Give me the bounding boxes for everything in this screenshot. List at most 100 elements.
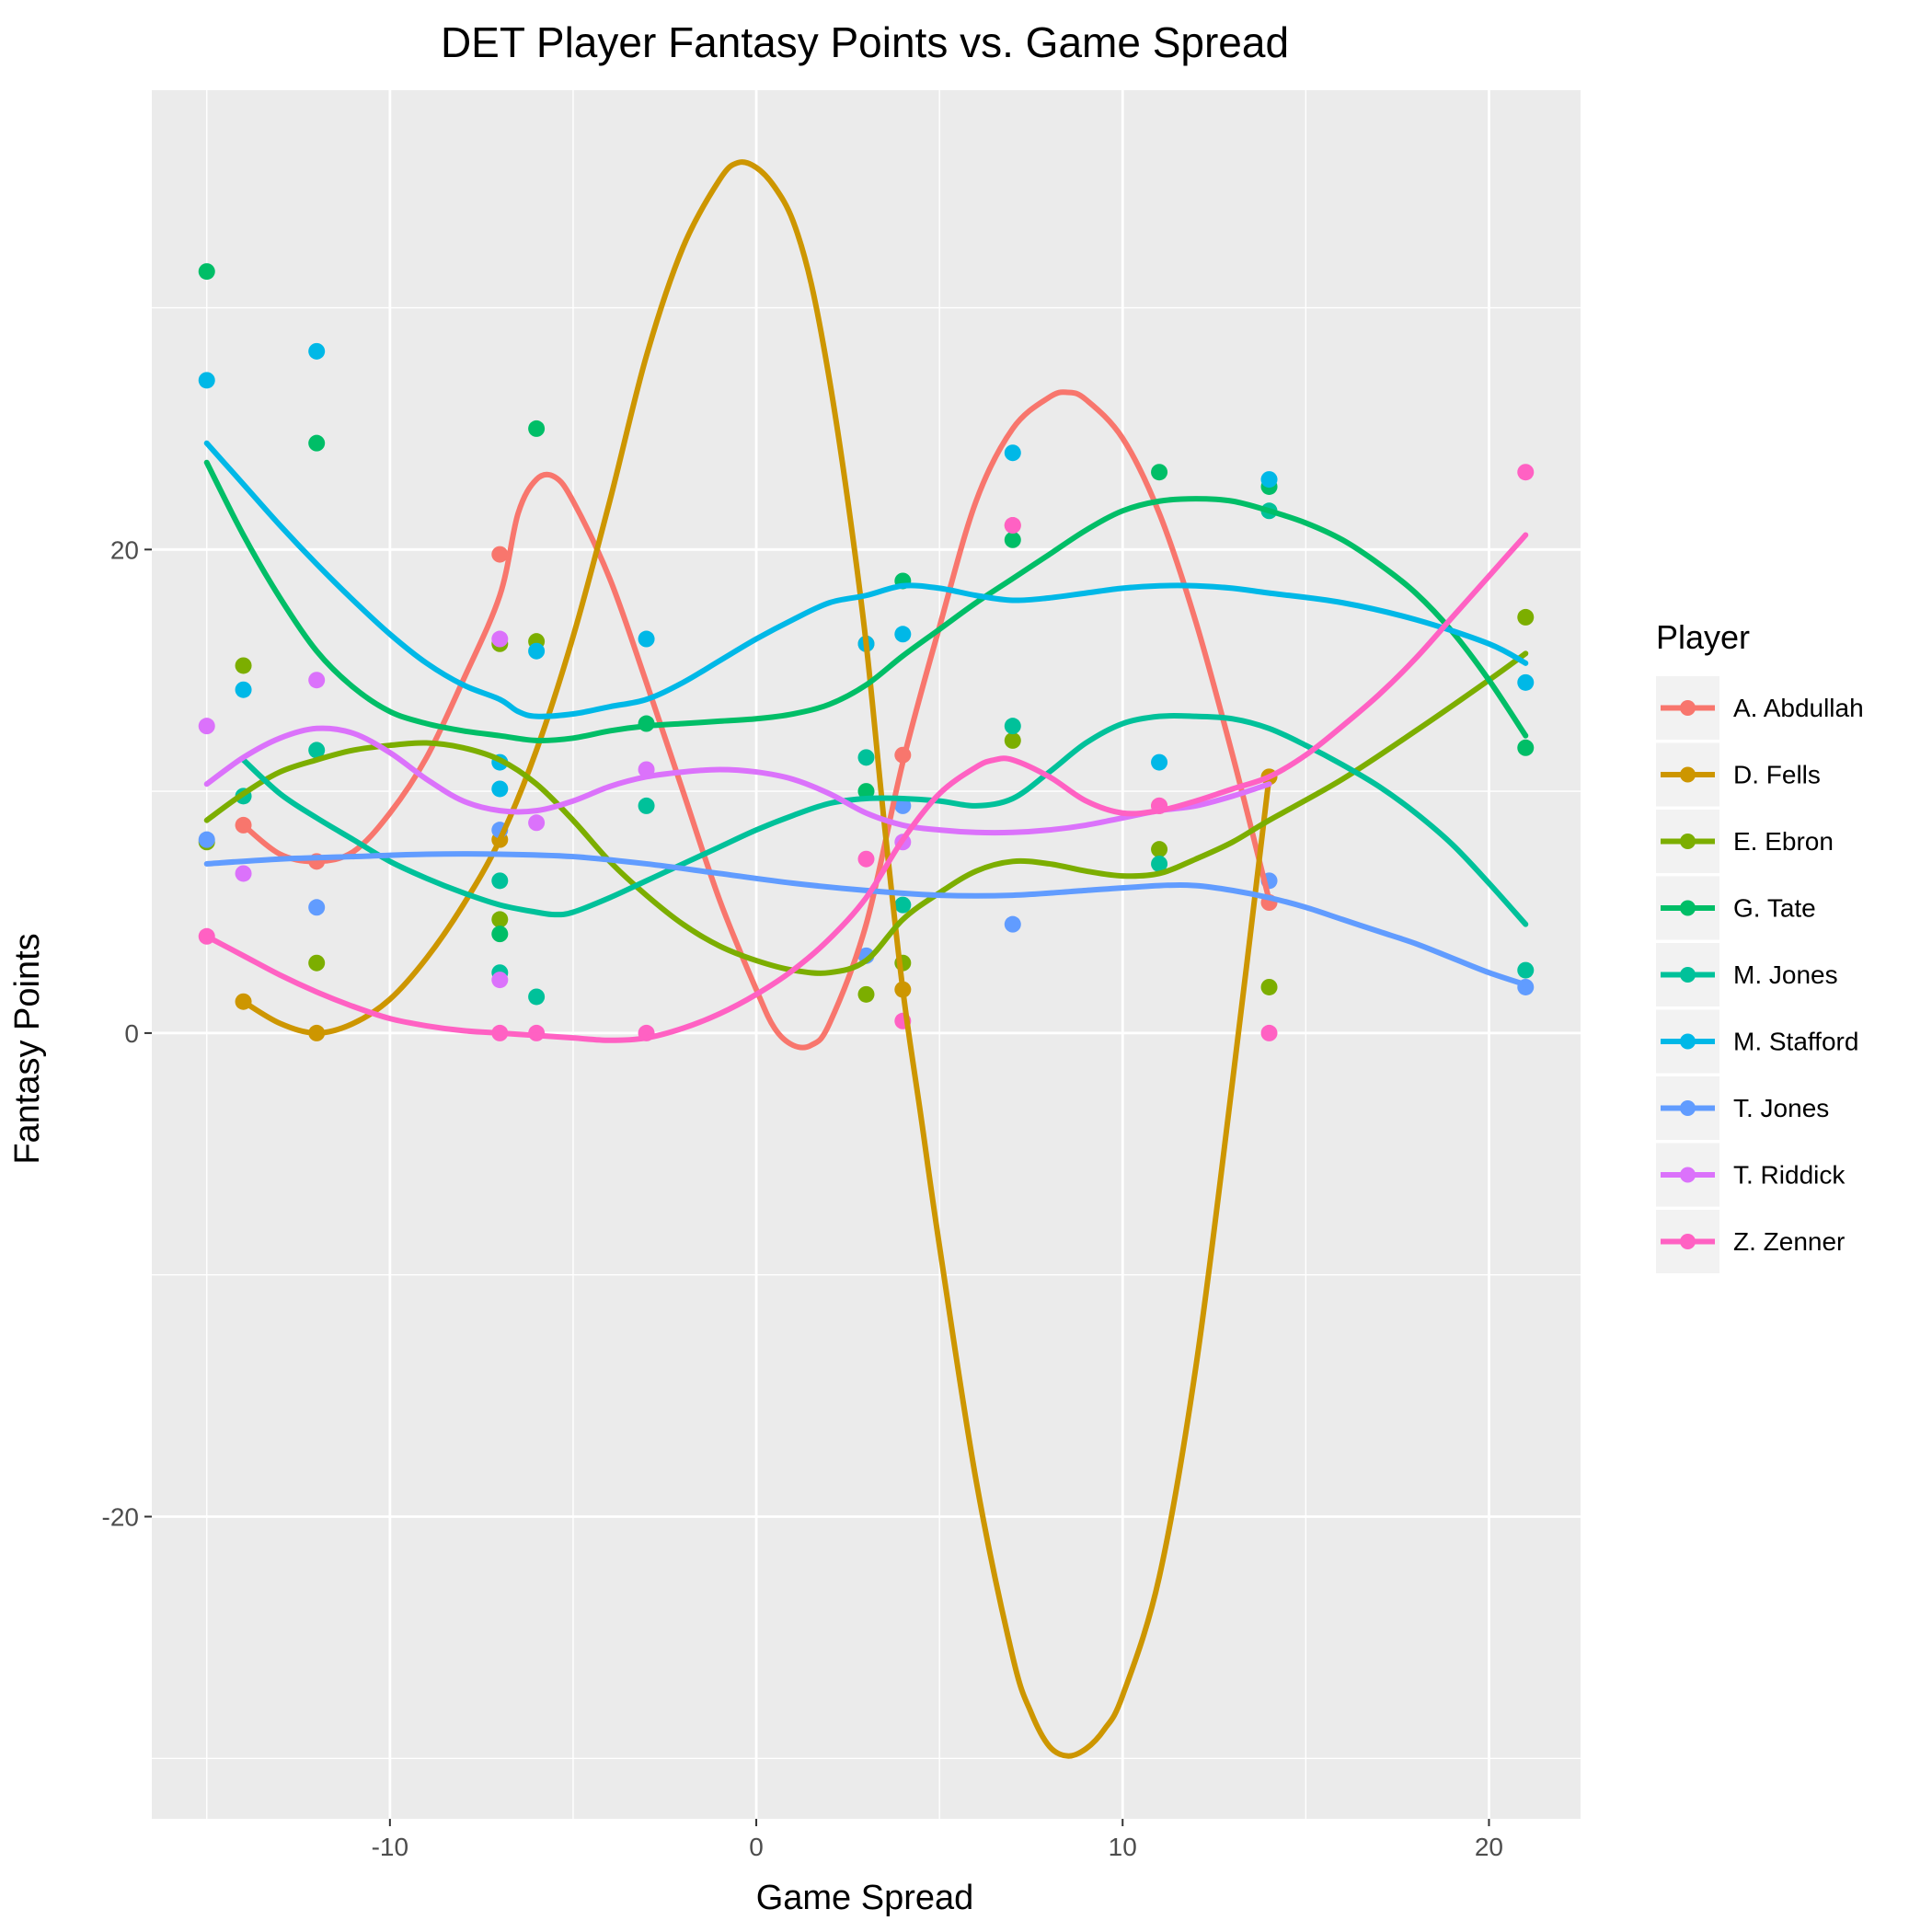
legend-title: Player [1656,618,1750,656]
smooth-line-t-jones [203,851,1529,988]
data-point-t-jones [308,899,326,916]
x-tick-label: 20 [1475,1833,1503,1861]
data-point-t-riddick [528,814,546,832]
data-point-e-ebron [1151,841,1168,858]
data-point-m-stafford [1260,471,1278,489]
data-point-t-jones [1004,915,1021,933]
data-point-m-stafford [528,642,546,660]
legend-item-t-jones: T. Jones [1656,1076,1829,1140]
data-point-m-stafford [308,342,326,360]
legend-key-point [1680,834,1696,849]
data-point-g-tate [1151,464,1168,481]
legend-key-point [1680,1234,1696,1249]
data-point-t-riddick [308,672,326,689]
smooth-line-t-riddick [203,725,1272,836]
data-point-m-stafford [1517,673,1535,691]
legend-item-d-fells: D. Fells [1656,742,1821,807]
data-point-z-zenner [857,850,875,868]
legend-key-point [1680,900,1696,916]
data-point-m-jones [491,872,509,890]
series-g-tate-points [198,263,1535,943]
legend-key-point [1680,967,1696,983]
data-point-a-abdullah [491,546,509,563]
smooth-line-d-fells [240,159,1272,1759]
y-axis-ticks: -20 0 20 [102,535,152,1532]
data-point-m-stafford [894,626,912,643]
data-point-e-ebron [1004,731,1021,749]
legend-item-m-jones: M. Jones [1656,943,1838,1006]
data-point-t-jones [198,831,215,848]
data-point-g-tate [308,434,326,452]
data-point-t-riddick [198,718,215,735]
data-point-m-stafford [491,780,509,798]
data-point-z-zenner [1260,1024,1278,1041]
legend-label: G. Tate [1733,894,1816,923]
legend-label: T. Jones [1733,1094,1829,1122]
data-point-t-riddick [491,972,509,989]
data-point-t-riddick [491,630,509,648]
smooth-line-e-ebron [203,650,1529,976]
legend-key-point [1680,700,1696,716]
data-point-t-riddick [235,865,252,882]
data-point-m-jones [638,797,655,814]
series-t-riddick-points [198,630,912,989]
x-tick-label: 10 [1109,1833,1137,1861]
smooth-line-m-stafford [203,440,1529,719]
legend-label: T. Riddick [1733,1161,1846,1190]
data-point-m-jones [528,988,546,1006]
legend-label: Z. Zenner [1733,1227,1845,1256]
legend: Player A. Abdullah D. Fells E. Ebron G. Tate… [1656,618,1864,1273]
legend-key-point [1680,1100,1696,1116]
data-point-m-stafford [1151,753,1168,771]
y-tick-label: 20 [110,535,139,564]
data-point-e-ebron [491,911,509,928]
data-point-g-tate [198,263,215,281]
legend-key-point [1680,1033,1696,1050]
data-point-z-zenner [1004,517,1021,535]
x-tick-label: -10 [372,1833,408,1861]
legend-item-e-ebron: E. Ebron [1656,810,1834,873]
smooth-line-m-jones [240,712,1529,927]
data-point-m-jones [894,896,912,914]
data-point-e-ebron [857,985,875,1003]
data-point-m-jones [857,749,875,766]
data-point-z-zenner [1517,464,1535,481]
data-point-e-ebron [235,657,252,674]
legend-item-a-abdullah: A. Abdullah [1656,676,1864,740]
smooth-line-a-abdullah [240,389,1272,1051]
legend-label: D. Fells [1733,761,1821,789]
smooth-line-z-zenner [203,532,1529,1043]
data-point-m-stafford [638,630,655,648]
legend-label: E. Ebron [1733,827,1834,856]
x-tick-label: 0 [749,1833,764,1861]
legend-key-point [1680,766,1696,783]
data-point-m-jones [1004,718,1021,735]
data-point-m-stafford [235,681,252,698]
legend-item-g-tate: G. Tate [1656,876,1816,940]
legend-label: M. Stafford [1733,1028,1858,1056]
data-point-g-tate [857,783,875,800]
data-point-e-ebron [308,954,326,972]
data-point-m-jones [1517,961,1535,979]
legend-item-m-stafford: M. Stafford [1656,1009,1858,1074]
data-point-g-tate [491,926,509,943]
x-axis-title: Game Spread [756,1879,974,1917]
data-point-e-ebron [1517,608,1535,626]
data-point-t-jones [894,797,912,814]
legend-key-point [1680,1167,1696,1183]
data-point-m-stafford [1004,444,1021,462]
data-point-m-stafford [198,372,215,389]
data-point-m-jones [1151,855,1168,872]
y-axis-title: Fantasy Points [8,933,47,1164]
chart-title: DET Player Fantasy Points vs. Game Sprea… [441,18,1289,66]
y-tick-label: -20 [102,1503,139,1532]
y-tick-label: 0 [124,1019,139,1048]
smooth-line-g-tate [203,459,1529,744]
data-point-g-tate [1517,739,1535,756]
x-axis-ticks: -10 0 10 20 [372,1819,1503,1861]
data-point-e-ebron [1260,978,1278,995]
legend-item-t-riddick: T. Riddick [1656,1143,1846,1207]
plot-panel [152,90,1581,1819]
legend-label: M. Jones [1733,960,1838,989]
